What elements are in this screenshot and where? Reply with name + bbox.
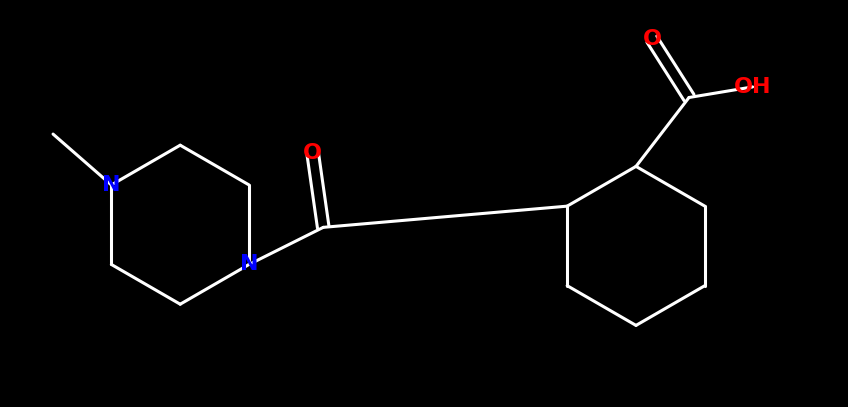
Text: O: O (303, 143, 322, 163)
Text: OH: OH (734, 77, 772, 97)
Text: N: N (240, 254, 259, 274)
Text: N: N (102, 175, 120, 195)
Text: O: O (643, 29, 661, 49)
